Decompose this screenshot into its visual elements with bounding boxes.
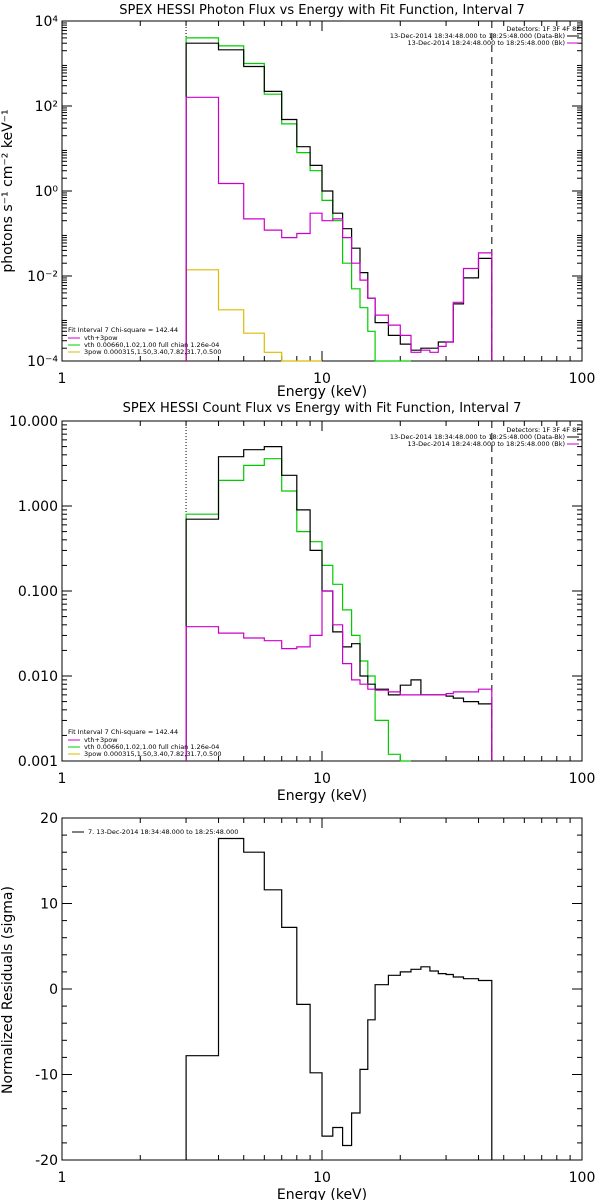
count-flux-xlabel: Energy (keV)	[277, 788, 367, 804]
count-flux-x-tick-label: 1	[58, 771, 67, 787]
residuals-y-tick-label: -20	[35, 1153, 58, 1169]
photon-flux-fit-vth: vth 0.00660,1.02,1.00 full chian 1.26e-0…	[84, 341, 219, 349]
photon-flux-series-data-bk	[185, 42, 493, 361]
photon-flux-x-tick-label: 100	[569, 371, 596, 387]
photon-flux-x-tick-label: 10	[313, 371, 331, 387]
count-flux-series-bk	[185, 590, 493, 761]
photon-flux-series-bk	[185, 96, 493, 361]
photon-flux-range-markers	[185, 21, 493, 361]
count-flux-y-tick-label: 1.000	[18, 499, 58, 515]
count-flux-y-tick-label: 0.100	[18, 584, 58, 600]
residuals-y-tick-label: 0	[49, 982, 58, 998]
count-flux-legend-data: 13-Dec-2014 18:34:48.000 to 18:25:48.000…	[390, 433, 565, 441]
photon-flux-y-tick-label: 10²	[35, 99, 58, 115]
residuals-x-tick-label: 1	[58, 1170, 67, 1186]
photon-flux-legend-data: 13-Dec-2014 18:34:48.000 to 18:25:48.000…	[390, 32, 565, 40]
count-flux-title: SPEX HESSI Count Flux vs Energy with Fit…	[123, 401, 522, 416]
photon-flux-y-tick-label: 10⁻⁴	[27, 354, 58, 370]
photon-flux-xlabel: Energy (keV)	[277, 384, 367, 400]
photon-flux-fit-info: Fit Interval 7 Chi-square = 142.44	[68, 326, 178, 334]
count-flux-panel: SPEX HESSI Count Flux vs Energy with Fit…	[9, 401, 595, 804]
photon-flux-ylabel: photons s⁻¹ cm⁻² keV⁻¹	[0, 109, 16, 272]
count-flux-y-tick-label: 0.010	[18, 669, 58, 685]
count-flux-range-markers	[185, 421, 493, 761]
count-flux-series	[185, 446, 493, 762]
count-flux-fit-info: Fit Interval 7 Chi-square = 142.44	[68, 728, 178, 736]
count-flux-series-vth	[185, 458, 411, 762]
count-flux-fit-3pow: 3pow 0.000315,1.50,3.40,7.82,31.7,0.500	[84, 750, 221, 758]
photon-flux-title: SPEX HESSI Photon Flux vs Energy with Fi…	[119, 3, 525, 18]
photon-flux-y-tick-label: 10⁴	[35, 14, 59, 30]
photon-flux-series-3pow	[185, 269, 322, 362]
residuals-y-tick-label: 20	[40, 811, 58, 827]
residuals-x-tick-label: 10	[313, 1170, 331, 1186]
residuals-legend: 7. 13-Dec-2014 18:34:48.000 to 18:25:48.…	[88, 828, 238, 836]
photon-flux-detectors: Detectors: 1F 3F 4F 8F	[506, 25, 580, 33]
count-flux-fit-model: vth+3pow	[84, 736, 118, 744]
residuals-ticks: 1 10 100 -20 -10 0 10 20	[35, 811, 595, 1186]
photon-flux-series	[185, 37, 493, 362]
residuals-panel: 1 10 100 -20 -10 0 10 20 Energy (keV) Normalize…	[0, 811, 595, 1200]
count-flux-y-tick-label: 10.000	[9, 414, 58, 430]
residuals-xlabel: Energy (keV)	[277, 1187, 367, 1200]
count-flux-ticks: 1 10 100 0.001 0.010 0.100 1.000 10.000	[9, 414, 595, 787]
photon-flux-fit-3pow: 3pow 0.000315,1.50,3.40,7.82,31.7,0.500	[84, 348, 221, 356]
count-flux-y-tick-label: 0.001	[18, 754, 58, 770]
residuals-ylabel: Normalized Residuals (sigma)	[0, 886, 16, 1094]
photon-flux-y-tick-label: 10⁻²	[27, 269, 58, 285]
photon-flux-series-vth	[185, 37, 411, 362]
count-flux-x-tick-label: 100	[569, 771, 596, 787]
count-flux-detectors: Detectors: 1F 3F 4F 8F	[506, 426, 580, 434]
photon-flux-x-tick-label: 1	[58, 371, 67, 387]
residuals-y-tick-label: -10	[35, 1068, 58, 1084]
count-flux-x-tick-label: 10	[313, 771, 331, 787]
photon-flux-panel: SPEX HESSI Photon Flux vs Energy with Fi…	[0, 3, 595, 400]
count-flux-fit-vth: vth 0.00660,1.02,1.00 full chian 1.26e-0…	[84, 743, 219, 751]
residuals-series-7-13-dec-2014-18-34-48-000-to-18-25-48-000	[185, 837, 493, 1160]
residuals-x-tick-label: 100	[569, 1170, 596, 1186]
count-flux-series-data-bk	[185, 446, 493, 761]
photon-flux-ticks: 1 10 100 10⁻⁴ 10⁻² 10⁰ 10² 10⁴	[27, 14, 595, 387]
residuals-series	[185, 837, 493, 1160]
photon-flux-y-tick-label: 10⁰	[35, 184, 59, 200]
photon-flux-legend-bk: 13-Dec-2014 18:24:48.000 to 18:25:48.000…	[408, 39, 566, 47]
count-flux-legend-bk: 13-Dec-2014 18:24:48.000 to 18:25:48.000…	[408, 440, 566, 448]
residuals-y-tick-label: 10	[40, 897, 58, 913]
photon-flux-fit-model: vth+3pow	[84, 334, 118, 342]
